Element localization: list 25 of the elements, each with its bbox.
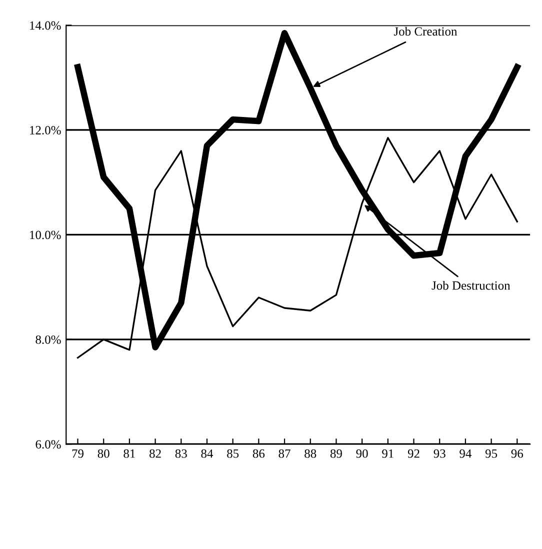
y-tick-label: 14.0% (30, 21, 61, 30)
x-tick-label: 91 (382, 449, 394, 458)
x-tick-label: 83 (175, 449, 187, 458)
x-tick-label: 80 (98, 449, 110, 458)
x-tick-label: 93 (434, 449, 446, 458)
x-tick-label: 96 (511, 449, 524, 458)
x-tick-label: 90 (356, 449, 368, 458)
x-tick-label: 85 (227, 449, 239, 458)
x-tick-label: 89 (330, 449, 342, 458)
x-tick-label: 92 (408, 449, 420, 458)
annotation: Job Creation (394, 26, 458, 36)
y-tick-label: 10.0% (30, 230, 61, 240)
x-tick-label: 94 (460, 449, 472, 458)
y-tick-label: 8.0% (36, 335, 61, 344)
x-tick-label: 88 (304, 449, 316, 458)
annotation: Job Destruction (432, 280, 510, 290)
x-tick-label: 87 (278, 449, 290, 458)
x-tick-label: 82 (150, 449, 161, 458)
y-tick-label: 6.0% (36, 440, 61, 449)
x-tick-label: 84 (201, 449, 214, 458)
y-tick-label: 12.0% (30, 126, 61, 134)
x-tick-label: 95 (485, 449, 498, 458)
x-tick-label: 86 (252, 449, 265, 458)
x-tick-label: 81 (124, 449, 135, 458)
x-tick-label: 79 (72, 449, 84, 458)
